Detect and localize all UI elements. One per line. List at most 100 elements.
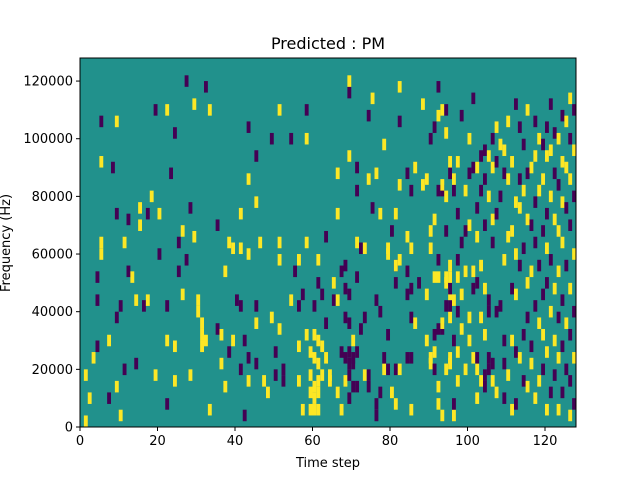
heatmap-cell [316, 277, 321, 289]
heatmap-cell [366, 173, 371, 185]
heatmap-cell [242, 334, 247, 347]
heatmap-cell [397, 363, 402, 376]
heatmap-cell [475, 363, 480, 376]
heatmap-cell [424, 173, 429, 185]
heatmap-cell [424, 334, 429, 347]
heatmap-cell [506, 369, 511, 381]
heatmap-cell [545, 277, 549, 289]
heatmap-cell [320, 288, 325, 301]
heatmap-cell [533, 150, 538, 162]
heatmap-cell [479, 375, 484, 387]
heatmap-cell [525, 104, 530, 116]
heatmap-cell [390, 225, 394, 237]
heatmap-cell [262, 375, 267, 387]
heatmap-cell [448, 288, 453, 301]
heatmap-cell [494, 121, 499, 133]
heatmap-cell [455, 207, 460, 220]
heatmap-cell [138, 219, 143, 231]
y-tick-label: 120000 [23, 75, 73, 90]
heatmap-cell [397, 115, 402, 128]
heatmap-cell [510, 282, 515, 295]
heatmap-cell [207, 403, 212, 416]
heatmap-cell [223, 380, 228, 393]
heatmap-cell [448, 259, 453, 272]
heatmap-cell [552, 282, 557, 295]
heatmap-cell [510, 156, 515, 168]
heatmap-cell [448, 271, 453, 283]
heatmap-cell [266, 386, 270, 399]
heatmap-cell [568, 92, 573, 105]
heatmap-cell [436, 109, 441, 122]
heatmap-cell [297, 254, 301, 266]
heatmap-cell [502, 144, 507, 157]
heatmap-cell [545, 403, 549, 416]
heatmap-cell [312, 300, 317, 312]
heatmap-cell [308, 369, 313, 381]
x-tick-label: 0 [76, 434, 84, 449]
heatmap-cell [552, 167, 557, 180]
heatmap-cell [289, 294, 294, 306]
heatmap-cell [432, 328, 437, 341]
heatmap-cell [529, 357, 534, 370]
heatmap-cell [355, 346, 360, 358]
heatmap-cell [246, 352, 251, 364]
heatmap-cell [455, 271, 460, 283]
heatmap-cell [235, 294, 239, 306]
heatmap-cell [533, 196, 538, 208]
heatmap-cell [273, 369, 278, 381]
heatmap-cell [494, 156, 499, 168]
heatmap-cell [335, 207, 340, 220]
heatmap-cell [471, 352, 476, 364]
heatmap-cell [556, 352, 561, 364]
heatmap-cell [374, 167, 379, 180]
heatmap-cell [173, 127, 177, 139]
heatmap-cell [169, 167, 174, 180]
heatmap-cell [541, 225, 546, 237]
heatmap-cell [572, 104, 577, 116]
heatmap-cell [374, 294, 379, 306]
heatmap-cell [378, 386, 383, 399]
heatmap-cell [91, 352, 96, 364]
heatmap-cell [560, 294, 565, 306]
heatmap-cell [483, 369, 487, 381]
heatmap-cell [192, 230, 197, 243]
heatmap-cell [362, 242, 367, 255]
heatmap-cell [548, 144, 553, 157]
heatmap-cell [300, 403, 305, 416]
heatmap-cell [304, 132, 309, 145]
heatmap-cell [444, 127, 449, 139]
heatmap-cell [459, 109, 464, 122]
heatmap-cell [215, 219, 220, 231]
heatmap-cell [351, 380, 356, 393]
heatmap-cell [545, 121, 549, 133]
heatmap-cell [347, 317, 352, 329]
heatmap-cell [467, 167, 472, 180]
heatmap-cell [215, 323, 220, 335]
heatmap-cell [180, 225, 185, 237]
heatmap-cell [227, 236, 232, 249]
x-axis: 0 20 40 60 80 100 120 [76, 427, 557, 449]
heatmap-cell [304, 104, 309, 116]
heatmap-cell [463, 265, 468, 278]
chart-title: Predicted : PM [271, 34, 385, 53]
heatmap-cell [231, 334, 236, 347]
heatmap-cell [343, 375, 348, 387]
heatmap-cell [498, 300, 503, 312]
heatmap-cell [366, 380, 371, 393]
heatmap-cell [134, 294, 139, 306]
heatmap-cell [277, 254, 282, 266]
heatmap-cell [351, 352, 356, 364]
heatmap-cell [568, 219, 573, 231]
heatmap-cell [537, 259, 542, 272]
heatmap-cell [184, 75, 189, 87]
heatmap-cell [556, 311, 561, 324]
heatmap-cell [471, 282, 476, 295]
heatmap-cell [196, 305, 201, 318]
heatmap-cell [405, 167, 410, 180]
heatmap-cell [490, 132, 495, 145]
heatmap-cell [382, 138, 387, 151]
x-tick-label: 20 [149, 434, 166, 449]
heatmap-cell [529, 161, 534, 174]
heatmap-cell [510, 334, 515, 347]
heatmap-cell [556, 265, 561, 278]
